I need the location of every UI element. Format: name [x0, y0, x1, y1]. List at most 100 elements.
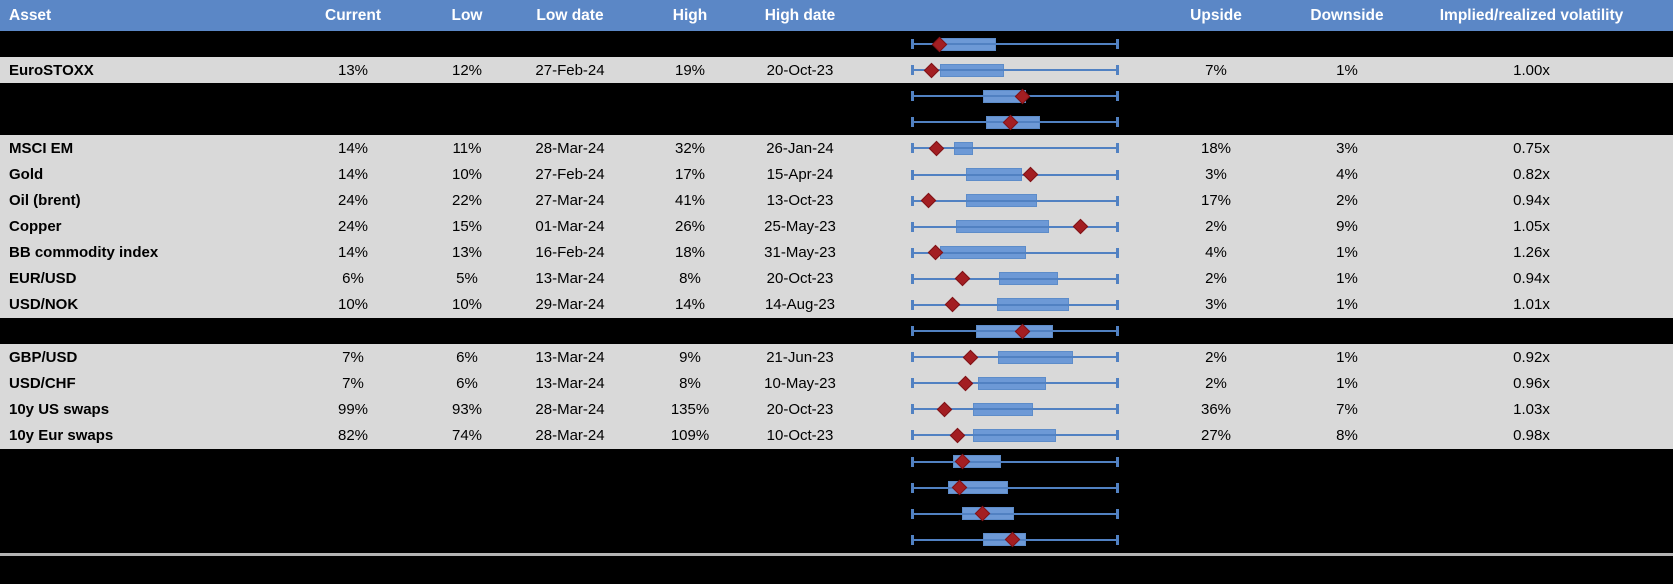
- low-date-cell: 01-Mar-24: [535, 218, 605, 236]
- current-cell: 82%: [337, 426, 369, 444]
- low-date-cell: [516, 527, 624, 553]
- current-cell: 10%: [337, 296, 369, 314]
- asset-cell: [0, 475, 288, 501]
- hidden-row: [0, 474, 1673, 501]
- high-date-cell: 25-May-23: [764, 218, 836, 236]
- low-cell: 13%: [451, 244, 483, 262]
- high-date-cell: 21-Jun-23: [766, 348, 834, 366]
- asset-cell: BB commodity index: [9, 244, 159, 262]
- asset-cell: [0, 83, 288, 109]
- whisker-cap-left: [911, 352, 914, 363]
- whisker-cap-right: [1116, 39, 1119, 50]
- whisker-cap-right: [1116, 534, 1119, 545]
- high-cell: [624, 318, 756, 344]
- range-boxplot-cell: [844, 109, 1128, 135]
- range-boxplot-cell: [844, 422, 1128, 448]
- table-body: EuroSTOXX 13% 12% 27-Feb-24 19% 20-Oct-23 7% 1%…: [0, 31, 1673, 553]
- low-date-cell: 27-Mar-24: [535, 192, 605, 210]
- table-row: USD/NOK 10% 10% 29-Mar-24 14% 14-Aug-23 3% 1% 1.…: [0, 291, 1673, 319]
- low-date-cell: 16-Feb-24: [535, 244, 605, 262]
- implied-realized-cell: [1390, 83, 1673, 109]
- upside-cell: [1128, 527, 1304, 553]
- high-cell: 8%: [679, 270, 701, 288]
- whisker-cap-left: [911, 91, 914, 102]
- whisker-cap-right: [1116, 169, 1119, 180]
- downside-cell: [1304, 527, 1390, 553]
- upside-cell: 2%: [1205, 374, 1227, 392]
- range-whisker-line: [912, 382, 1118, 385]
- high-cell: [624, 527, 756, 553]
- range-boxplot: [911, 240, 1119, 266]
- asset-cell: MSCI EM: [9, 139, 74, 157]
- range-boxplot-cell: [844, 292, 1128, 318]
- whisker-cap-right: [1116, 195, 1119, 206]
- asset-cell: USD/NOK: [9, 296, 79, 314]
- range-boxplot-cell: [844, 527, 1128, 553]
- downside-cell: [1304, 318, 1390, 344]
- upside-cell: 2%: [1205, 348, 1227, 366]
- high-date-cell: [756, 109, 844, 135]
- low-cell: 5%: [456, 270, 478, 288]
- downside-cell: 2%: [1336, 192, 1358, 210]
- range-boxplot: [911, 31, 1119, 57]
- low-cell: [418, 318, 516, 344]
- implied-realized-cell: 0.82x: [1513, 166, 1550, 184]
- low-date-cell: [516, 449, 624, 475]
- low-cell: 22%: [451, 192, 483, 210]
- hidden-row: [0, 109, 1673, 136]
- upside-cell: 3%: [1205, 166, 1227, 184]
- downside-cell: 1%: [1336, 348, 1358, 366]
- range-whisker-line: [912, 512, 1118, 515]
- high-cell: 135%: [670, 400, 710, 418]
- range-boxplot: [911, 344, 1119, 370]
- upside-cell: [1128, 449, 1304, 475]
- upside-cell: 36%: [1200, 400, 1232, 418]
- range-boxplot: [911, 396, 1119, 422]
- upside-cell: [1128, 83, 1304, 109]
- whisker-cap-left: [911, 508, 914, 519]
- whisker-cap-right: [1116, 404, 1119, 415]
- current-marker-diamond: [923, 62, 940, 78]
- range-boxplot-cell: [844, 161, 1128, 187]
- high-cell: 17%: [674, 166, 706, 184]
- whisker-cap-left: [911, 404, 914, 415]
- current-cell: [288, 109, 418, 135]
- low-date-cell: 27-Feb-24: [535, 166, 605, 184]
- upside-cell: 18%: [1200, 139, 1232, 157]
- high-date-cell: 20-Oct-23: [766, 270, 834, 288]
- whisker-cap-left: [911, 299, 914, 310]
- asset-cell: Oil (brent): [9, 192, 81, 210]
- low-date-cell: [516, 31, 624, 57]
- downside-cell: [1304, 501, 1390, 527]
- downside-cell: 1%: [1336, 374, 1358, 392]
- asset-cell: [0, 318, 288, 344]
- low-cell: [418, 109, 516, 135]
- downside-cell: [1304, 83, 1390, 109]
- current-cell: 99%: [337, 400, 369, 418]
- downside-cell: 1%: [1336, 61, 1358, 79]
- header-implied-realized: Implied/realized volatility: [1439, 6, 1624, 24]
- current-marker-diamond: [957, 375, 974, 392]
- high-date-cell: 20-Oct-23: [766, 400, 834, 418]
- current-cell: 7%: [342, 374, 364, 392]
- asset-cell: USD/CHF: [9, 374, 76, 392]
- table-row: GBP/USD 7% 6% 13-Mar-24 9% 21-Jun-23 2% 1% 0.92x: [0, 344, 1673, 371]
- range-boxplot-cell: [844, 57, 1128, 83]
- high-cell: 14%: [674, 296, 706, 314]
- upside-cell: [1128, 475, 1304, 501]
- range-boxplot-cell: [844, 449, 1128, 475]
- whisker-cap-right: [1116, 378, 1119, 389]
- high-date-cell: [756, 318, 844, 344]
- table-header-row: Asset Current Low Low date High High dat…: [0, 0, 1673, 31]
- hidden-row: [0, 31, 1673, 58]
- upside-cell: 2%: [1205, 218, 1227, 236]
- low-cell: 10%: [451, 166, 483, 184]
- implied-realized-cell: [1390, 501, 1673, 527]
- range-whisker-line: [912, 199, 1118, 202]
- whisker-cap-left: [911, 169, 914, 180]
- implied-realized-cell: 0.92x: [1513, 348, 1550, 366]
- table-row: EuroSTOXX 13% 12% 27-Feb-24 19% 20-Oct-23 7% 1%…: [0, 57, 1673, 84]
- table-row: 10y Eur swaps 82% 74% 28-Mar-24 109% 10-Oct-2…: [0, 422, 1673, 449]
- range-boxplot: [911, 188, 1119, 214]
- range-boxplot: [911, 527, 1119, 553]
